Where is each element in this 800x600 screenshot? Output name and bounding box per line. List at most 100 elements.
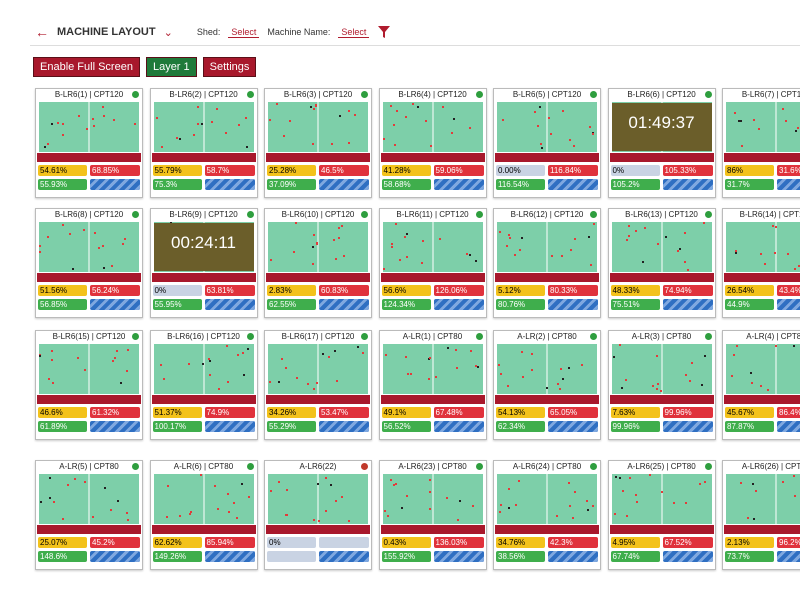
machine-title: A-LR(1) | CPT80 [402, 332, 463, 341]
status-dot [132, 91, 139, 98]
spot [752, 517, 755, 520]
toolbar-button[interactable]: Layer 1 [145, 57, 197, 77]
machine-card[interactable]: A-LR(3) | CPT80 7.63% 99.96% 99.96% [607, 330, 716, 440]
spot [701, 383, 704, 386]
machine-card[interactable]: B-LR6(17) | CPT120 34.26% 53.47% 55.29% [264, 330, 372, 440]
machine-card[interactable]: B-LR6(13) | CPT120 48.33% 74.94% 75.51% [607, 208, 716, 318]
machine-title: B-LR6(11) | CPT120 [396, 210, 469, 219]
efficiency-1: 2.13% [725, 537, 774, 548]
machine-card[interactable]: A-LR6(24) | CPT80 34.76% 42.3% 38.56% [493, 460, 601, 570]
machine-card[interactable]: B-LR6(14) | CPT120 26.54%43.4%44.9% [722, 208, 800, 318]
machine-card[interactable]: A-LR6(22) 0% [264, 460, 372, 570]
stats-bar [724, 273, 800, 282]
efficiency-2: 96.2% [777, 537, 800, 548]
machine-card[interactable]: A-LR6(26) | CPT80 2.13%96.2%73.7% [722, 460, 800, 570]
toolbar-button[interactable]: Enable Full Screen [33, 57, 140, 77]
spot [447, 346, 450, 349]
spot [767, 388, 769, 391]
machine-card[interactable]: B-LR6(12) | CPT120 5.12% 80.33% 80.76% [493, 208, 601, 318]
machine-card[interactable]: B-LR6(11) | CPT120 56.6% 126.06% 124.34% [378, 208, 487, 318]
spot [102, 105, 105, 108]
efficiency-2: 86.4% [777, 407, 800, 418]
machine-card[interactable]: B-LR6(2) | CPT120 55.79% 58.7% 75.3% [149, 88, 258, 198]
spot [536, 125, 539, 128]
spot [121, 242, 124, 245]
machine-select[interactable]: Select [338, 27, 370, 38]
spot [394, 144, 397, 147]
stats-bar [609, 153, 714, 162]
machine-card[interactable]: A-LR6(23) | CPT80 0.43% 136.03% 155.92% [378, 460, 487, 570]
spot [337, 226, 340, 229]
spot [574, 490, 577, 493]
efficiency-1: 25.28% [267, 165, 316, 176]
progress-stripe [90, 179, 140, 190]
spot [781, 480, 784, 483]
efficiency-2: 60.83% [319, 285, 369, 296]
status-dot [246, 91, 254, 98]
machine-card[interactable]: B-LR6(10) | CPT120 2.83% 60.83% 62.55% [264, 208, 372, 318]
machine-card[interactable]: B-LR6(3) | CPT120 25.28% 46.5% 37.09% [264, 88, 372, 198]
machine-card[interactable]: B-LR6(7) | CPT120 86%31.6%31.7% [722, 88, 800, 198]
spot [500, 504, 503, 507]
spot [389, 479, 392, 482]
spot [615, 475, 618, 478]
toolbar-button[interactable]: Settings [202, 57, 257, 77]
loom-area [153, 344, 254, 394]
progress-stripe [433, 299, 484, 310]
spot [240, 483, 243, 486]
spot [551, 255, 554, 258]
machine-card[interactable]: B-LR6(4) | CPT120 41.28% 59.06% 58.68% [378, 88, 487, 198]
efficiency-3: 38.56% [496, 551, 545, 562]
machine-card[interactable]: B-LR6(16) | CPT120 51.37% 74.9% 100.17% [149, 330, 258, 440]
efficiency-3: 116.54% [496, 179, 545, 190]
progress-stripe [662, 551, 713, 562]
machine-card[interactable]: B-LR6(9) | CPT120 00:24:11 0% 63.81% 55.95% [149, 208, 258, 318]
title-caret[interactable]: ⌄ [163, 26, 173, 39]
spot [740, 482, 743, 485]
spot [226, 492, 229, 495]
efficiency-3: 55.93% [38, 179, 87, 190]
progress-stripe [204, 299, 255, 310]
spot [644, 226, 647, 229]
machine-title: B-LR6(2) | CPT120 [169, 90, 238, 99]
spot [296, 377, 299, 380]
machine-card[interactable]: B-LR6(6) | CPT120 01:49:37 0% 105.33% 105.2% [607, 88, 716, 198]
machine-card[interactable]: A-LR(1) | CPT80 49.1% 67.48% 56.52% [378, 330, 487, 440]
machine-card[interactable]: B-LR6(5) | CPT120 0.00% 116.84% 116.54% [493, 88, 601, 198]
machine-card[interactable]: B-LR6(8) | CPT120 51.56% 56.24% 56.85% [35, 208, 143, 318]
machine-card[interactable]: B-LR6(1) | CPT120 54.61% 68.85% 55.93% [35, 88, 143, 198]
filter-icon[interactable] [377, 25, 391, 39]
shed-select[interactable]: Select [228, 27, 260, 38]
machine-card[interactable]: B-LR6(15) | CPT120 46.6% 61.32% 61.89% [35, 330, 143, 440]
machine-card[interactable]: A-LR(5) | CPT80 25.07% 45.2% 148.6% [35, 460, 143, 570]
status-dot [475, 333, 483, 340]
spot [546, 386, 549, 389]
machine-card[interactable]: A-LR(2) | CPT80 54.13% 65.05% 62.34% [493, 330, 601, 440]
spot [422, 240, 425, 243]
back-arrow[interactable]: ← [35, 24, 49, 40]
spot [68, 233, 71, 236]
machine-card[interactable]: A-LR(4) | CPT80 45.67% 86.4% 87.87% [722, 330, 800, 440]
machine-card[interactable]: A-LR6(25) | CPT80 4.95% 67.52% 67.74% [607, 460, 716, 570]
efficiency-3: 67.74% [610, 551, 660, 562]
spot [404, 236, 407, 239]
status-dot [475, 463, 483, 470]
spot [115, 350, 118, 353]
spot [50, 349, 53, 352]
spot [357, 345, 360, 348]
spot [475, 259, 478, 262]
spot [505, 245, 508, 248]
spot [49, 496, 52, 499]
status-dot [590, 91, 597, 98]
machine-title: A-LR(2) | CPT80 [517, 332, 577, 341]
efficiency-2: 105.33% [662, 165, 713, 176]
machine-card[interactable]: A-LR(6) | CPT80 62.62% 85.94% 149.26% [149, 460, 258, 570]
spot [49, 476, 52, 479]
stats-bar [37, 273, 141, 282]
status-dot [361, 211, 368, 218]
stats-bar [380, 273, 485, 282]
spot [405, 255, 408, 258]
spot [178, 515, 181, 518]
efficiency-3: 105.2% [610, 179, 660, 190]
efficiency-3: 44.9% [725, 299, 774, 310]
